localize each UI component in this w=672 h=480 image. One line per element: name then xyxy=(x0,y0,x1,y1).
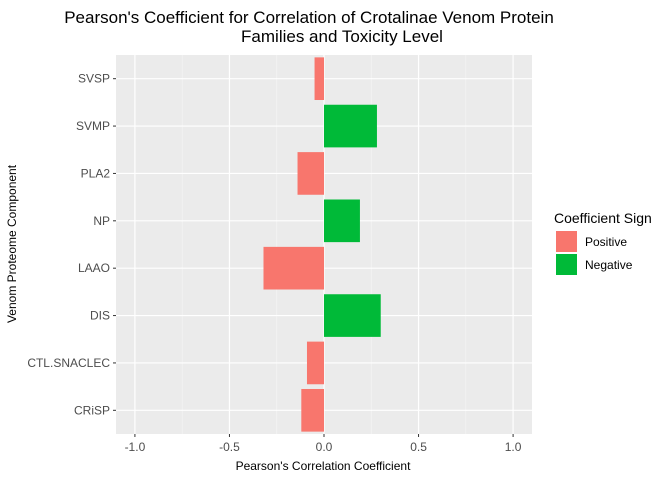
chart-title-line-2: Families and Toxicity Level xyxy=(241,27,443,46)
legend-key-negative xyxy=(556,254,577,275)
bar-crisp xyxy=(301,388,324,432)
bar-pla2 xyxy=(297,152,324,195)
x-tick-label: 1.0 xyxy=(505,440,522,454)
y-tick-label: NP xyxy=(93,214,110,228)
legend-key-positive xyxy=(556,231,577,252)
legend-title: Coefficient Sign xyxy=(554,210,652,226)
bar-np xyxy=(324,199,360,243)
bar-svsp xyxy=(314,57,324,101)
x-tick-label: 0.0 xyxy=(316,440,333,454)
x-tick-label: -0.5 xyxy=(219,440,240,454)
y-tick-label: DIS xyxy=(90,309,110,323)
bar-dis xyxy=(324,294,381,337)
x-axis: -1.0 -0.5 0.0 0.5 1.0 xyxy=(125,434,522,454)
legend-label-positive: Positive xyxy=(585,235,627,249)
y-tick-label: SVSP xyxy=(78,72,110,86)
y-axis-title: Venom Proteome Component xyxy=(5,164,19,323)
bar-svmp xyxy=(324,104,377,148)
legend-label-negative: Negative xyxy=(585,258,633,272)
legend: Coefficient Sign Positive Negative xyxy=(554,210,652,275)
x-tick-label: -1.0 xyxy=(125,440,146,454)
y-tick-label: CTL.SNACLEC xyxy=(27,356,110,370)
x-axis-title: Pearson's Correlation Coefficient xyxy=(236,459,411,473)
y-tick-label: LAAO xyxy=(78,261,110,275)
bars xyxy=(263,57,381,432)
bar-ctl-snaclec xyxy=(306,341,324,385)
bar-laao xyxy=(263,246,324,290)
y-tick-label: CRiSP xyxy=(74,403,110,417)
chart-title-line-1: Pearson's Coefficient for Correlation of… xyxy=(64,8,554,27)
y-tick-label: PLA2 xyxy=(81,166,111,180)
y-axis: SVSP SVMP PLA2 NP LAAO DIS CTL.SNACLEC CRiSP xyxy=(27,72,116,417)
x-tick-label: 0.5 xyxy=(410,440,427,454)
y-tick-label: SVMP xyxy=(76,119,110,133)
